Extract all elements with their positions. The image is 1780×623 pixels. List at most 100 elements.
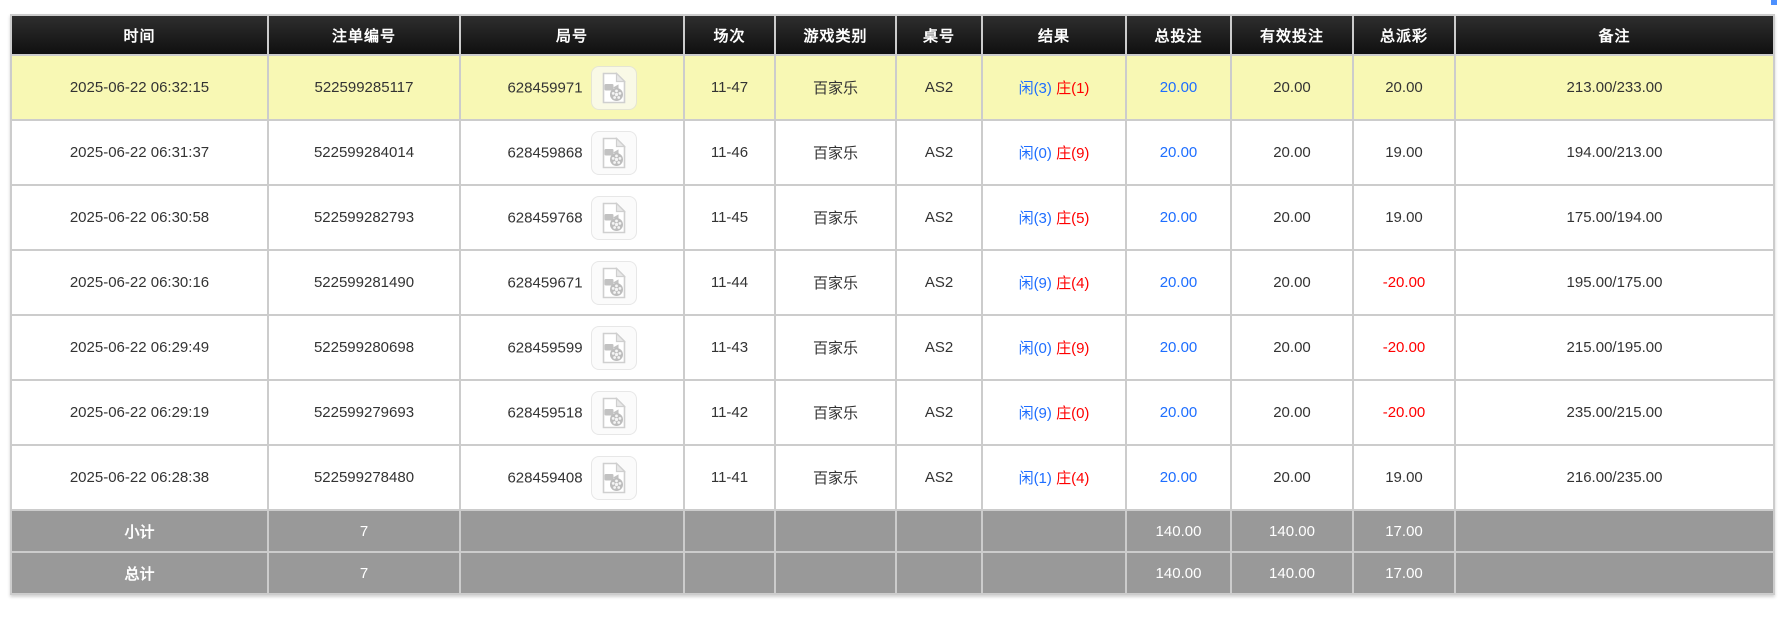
cell-total-payout: 19.00 [1352, 444, 1456, 511]
cell-total-bet: 20.00 [1125, 314, 1232, 381]
column-header-total-bet: 总投注 [1125, 14, 1232, 56]
subtotal-empty-cell [981, 509, 1127, 553]
grand-total-valid-bet-cell: 140.00 [1230, 551, 1354, 595]
round-no-text: 628459408 [507, 469, 583, 486]
cell-valid-bet: 20.00 [1230, 314, 1354, 381]
cell-result: 闲(0) 庄(9) [981, 119, 1127, 186]
video-file-icon [602, 396, 626, 428]
cell-session: 11-43 [683, 314, 776, 381]
cell-total-payout: -20.00 [1352, 314, 1456, 381]
cell-round-no: 628459671 [459, 249, 685, 316]
table-row: 2025-06-22 06:31:37 522599284014 628459868… [10, 119, 1775, 186]
video-replay-button[interactable] [590, 390, 637, 435]
result-player: 闲(9) [1018, 275, 1052, 292]
cell-session: 11-42 [683, 379, 776, 446]
video-replay-button[interactable] [590, 455, 637, 500]
table-footer: 小计 7 140.00 140.00 17.00 总计 7 1 [10, 509, 1775, 595]
subtotal-valid-bet-cell: 140.00 [1230, 509, 1354, 553]
grand-total-empty-cell [895, 551, 983, 595]
cell-time: 2025-06-22 06:30:16 [10, 249, 269, 316]
cell-remark: 215.00/195.00 [1454, 314, 1775, 381]
cell-session: 11-44 [683, 249, 776, 316]
cell-order-no: 522599278480 [267, 444, 461, 511]
round-no-text: 628459518 [507, 404, 583, 421]
result-banker: 庄(9) [1056, 340, 1090, 357]
round-no-text: 628459671 [507, 274, 583, 291]
video-file-icon [602, 266, 626, 298]
cell-valid-bet: 20.00 [1230, 54, 1354, 121]
cell-order-no: 522599279693 [267, 379, 461, 446]
cell-valid-bet: 20.00 [1230, 119, 1354, 186]
table-row: 2025-06-22 06:29:19 522599279693 628459518… [10, 379, 1775, 446]
result-player: 闲(1) [1018, 470, 1052, 487]
cell-remark: 235.00/215.00 [1454, 379, 1775, 446]
grand-total-empty-cell [981, 551, 1127, 595]
result-banker: 庄(5) [1056, 210, 1090, 227]
subtotal-total-bet-cell: 140.00 [1125, 509, 1232, 553]
video-replay-button[interactable] [590, 260, 637, 305]
subtotal-empty-cell [459, 509, 685, 553]
cell-session: 11-45 [683, 184, 776, 251]
cell-total-payout: 19.00 [1352, 184, 1456, 251]
cell-remark: 216.00/235.00 [1454, 444, 1775, 511]
video-replay-button[interactable] [590, 65, 637, 110]
subtotal-empty-cell [774, 509, 897, 553]
result-banker: 庄(1) [1056, 80, 1090, 97]
subtotal-row: 小计 7 140.00 140.00 17.00 [10, 509, 1775, 553]
grand-total-empty-cell [459, 551, 685, 595]
cell-table-no: AS2 [895, 119, 983, 186]
video-replay-button[interactable] [590, 195, 637, 240]
table-row: 2025-06-22 06:29:49 522599280698 628459599… [10, 314, 1775, 381]
cell-round-no: 628459768 [459, 184, 685, 251]
cell-total-payout: 20.00 [1352, 54, 1456, 121]
video-file-icon [602, 461, 626, 493]
grand-total-total-payout-cell: 17.00 [1352, 551, 1456, 595]
cell-order-no: 522599281490 [267, 249, 461, 316]
cell-game-type: 百家乐 [774, 54, 897, 121]
scrollbar-corner-fragment [1771, 0, 1777, 5]
cell-game-type: 百家乐 [774, 119, 897, 186]
cell-result: 闲(9) 庄(4) [981, 249, 1127, 316]
cell-table-no: AS2 [895, 314, 983, 381]
column-header-game-type: 游戏类别 [774, 14, 897, 56]
cell-valid-bet: 20.00 [1230, 184, 1354, 251]
cell-table-no: AS2 [895, 249, 983, 316]
cell-result: 闲(1) 庄(4) [981, 444, 1127, 511]
cell-round-no: 628459971 [459, 54, 685, 121]
cell-total-bet: 20.00 [1125, 379, 1232, 446]
cell-game-type: 百家乐 [774, 249, 897, 316]
cell-game-type: 百家乐 [774, 184, 897, 251]
column-header-order-no: 注单编号 [267, 14, 461, 56]
video-file-icon [602, 331, 626, 363]
cell-session: 11-41 [683, 444, 776, 511]
column-header-remark: 备注 [1454, 14, 1775, 56]
cell-round-no: 628459599 [459, 314, 685, 381]
cell-remark: 175.00/194.00 [1454, 184, 1775, 251]
cell-table-no: AS2 [895, 444, 983, 511]
video-replay-button[interactable] [590, 325, 637, 370]
cell-session: 11-47 [683, 54, 776, 121]
subtotal-empty-cell [1454, 509, 1775, 553]
cell-table-no: AS2 [895, 379, 983, 446]
grand-total-count-cell: 7 [267, 551, 461, 595]
round-no-text: 628459971 [507, 79, 583, 96]
cell-time: 2025-06-22 06:31:37 [10, 119, 269, 186]
cell-valid-bet: 20.00 [1230, 444, 1354, 511]
cell-total-payout: -20.00 [1352, 249, 1456, 316]
video-replay-button[interactable] [590, 130, 637, 175]
result-player: 闲(9) [1018, 405, 1052, 422]
cell-time: 2025-06-22 06:30:58 [10, 184, 269, 251]
cell-table-no: AS2 [895, 184, 983, 251]
column-header-round-no: 局号 [459, 14, 685, 56]
cell-round-no: 628459868 [459, 119, 685, 186]
table-row: 2025-06-22 06:32:15 522599285117 628459971… [10, 54, 1775, 121]
cell-order-no: 522599284014 [267, 119, 461, 186]
cell-game-type: 百家乐 [774, 314, 897, 381]
round-no-text: 628459599 [507, 339, 583, 356]
cell-time: 2025-06-22 06:32:15 [10, 54, 269, 121]
cell-total-bet: 20.00 [1125, 184, 1232, 251]
round-no-text: 628459868 [507, 144, 583, 161]
column-header-time: 时间 [10, 14, 269, 56]
cell-time: 2025-06-22 06:29:19 [10, 379, 269, 446]
grand-total-label-cell: 总计 [10, 551, 269, 595]
